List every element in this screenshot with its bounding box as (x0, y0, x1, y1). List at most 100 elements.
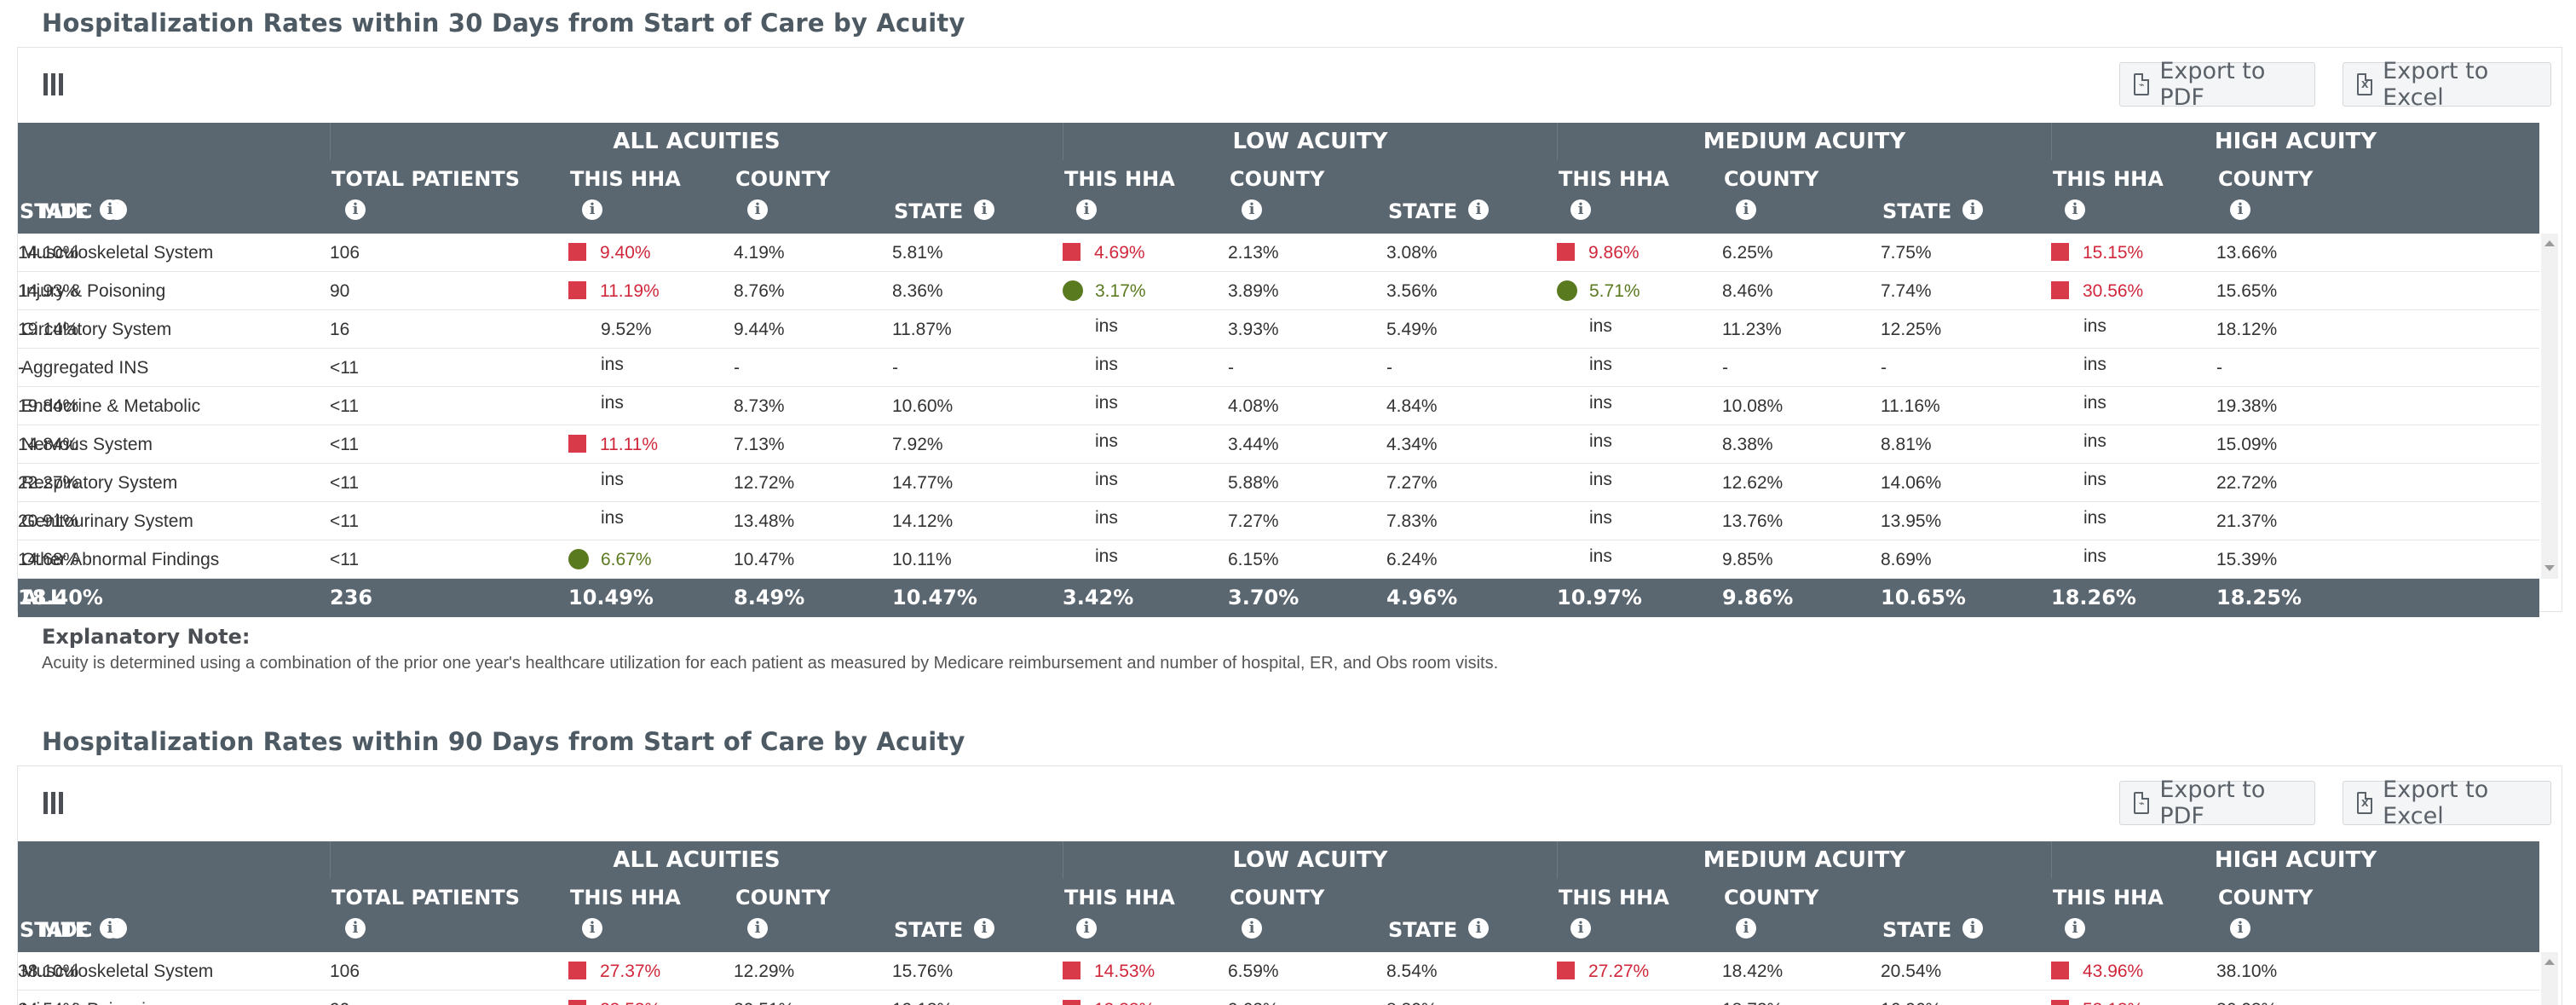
export-excel-button[interactable]: X Export to Excel (2343, 58, 2551, 111)
total-county-cell: 8.49% (734, 586, 805, 609)
this-hha-cell: ins (1589, 460, 1612, 499)
cell-value: 8.46% (1722, 281, 1773, 301)
info-icon[interactable]: i (1468, 199, 1489, 220)
table-row[interactable]: Endocrine & Metabolic <11 ins 8.73% 10.60% in… (18, 387, 2539, 425)
cell-value: 13.33% (1094, 1000, 1155, 1005)
info-icon[interactable]: i (100, 918, 120, 939)
info-icon[interactable]: i (1468, 918, 1489, 939)
cell-value: 6.59% (1228, 962, 1279, 981)
table-header: ALL ACUITIES LOW ACUITY MEDIUM ACUITY HIGH … (18, 841, 2539, 952)
info-icon[interactable]: i (1736, 199, 1756, 220)
cell-value: 14.10% (18, 243, 79, 263)
cell-value: ins (1589, 546, 1612, 566)
county-cell: 9.44% (734, 310, 785, 349)
state-cell: 14.12% (892, 502, 953, 540)
column-header-row: MDC i TOTAL PATIENTS i THIS HHA i COUNTY i STATE… (18, 879, 2539, 952)
info-icon[interactable]: i (2230, 199, 2250, 220)
table-row[interactable]: Respiratory System <11 ins 12.72% 14.77% ins 5… (18, 464, 2539, 502)
info-icon[interactable]: i (582, 199, 602, 220)
table-toolbar: ⌁ Export to PDF X Export to Excel (18, 766, 2562, 841)
cell-value: 6.67% (601, 550, 652, 569)
info-icon[interactable]: i (974, 918, 994, 939)
cell-value: 7.27% (1228, 511, 1279, 531)
table-row[interactable]: Genitourinary System <11 ins 13.48% 14.12% in… (18, 502, 2539, 540)
info-icon[interactable]: i (345, 918, 366, 939)
info-icon[interactable]: i (1076, 918, 1097, 939)
county-cell: 8.46% (1722, 272, 1773, 310)
state-cell: - (1386, 349, 1392, 387)
vertical-scrollbar[interactable] (2541, 952, 2558, 1005)
cell-value: 21.37% (2216, 511, 2278, 531)
info-icon[interactable]: i (1242, 918, 1262, 939)
this-hha-cell: 11.11% (568, 425, 658, 464)
info-icon[interactable]: i (582, 918, 602, 939)
cell-value: 7.75% (1881, 243, 1932, 263)
cell-value: 10.08% (1722, 396, 1784, 416)
total-county-cell: 18.25% (2216, 586, 2302, 609)
info-icon[interactable]: i (1570, 199, 1591, 220)
this-hha-cell: ins (1095, 499, 1118, 537)
info-icon[interactable]: i (1570, 918, 1591, 939)
scroll-up-arrow-icon[interactable] (2544, 240, 2555, 246)
export-pdf-button[interactable]: ⌁ Export to PDF (2119, 777, 2315, 829)
worse-than-benchmark-icon (568, 1000, 586, 1005)
this-hha-cell: ins (1095, 537, 1118, 575)
cell-value: ins (2083, 470, 2106, 489)
info-icon[interactable]: i (974, 199, 994, 220)
vertical-scrollbar[interactable] (2541, 234, 2558, 579)
export-pdf-button[interactable]: ⌁ Export to PDF (2119, 58, 2315, 111)
info-icon[interactable]: i (1962, 199, 1983, 220)
cell-value: 8.30% (1386, 1000, 1438, 1005)
cell-value: ins (2083, 355, 2106, 374)
total-this-hha-cell: 18.26% (2051, 586, 2136, 609)
cell-value: - (1881, 358, 1887, 378)
this-hha-cell: 30.56% (2051, 272, 2143, 310)
scroll-up-arrow-icon[interactable] (2544, 959, 2555, 965)
cell-value: ins (2083, 431, 2106, 451)
info-icon[interactable]: i (1962, 918, 1983, 939)
state-cell: 7.27% (1386, 464, 1438, 502)
state-cell: 19.13% (892, 991, 953, 1005)
cell-value: 4.08% (1228, 396, 1279, 416)
better-than-benchmark-icon (1557, 280, 1577, 301)
total-patients-cell: 16 (330, 320, 350, 339)
table-row[interactable]: Other Abnormal Findings <11 6.67% 10.47% 10.… (18, 540, 2539, 579)
cell-value: ins (1095, 316, 1118, 336)
info-icon[interactable]: i (1242, 199, 1262, 220)
column-chooser-icon[interactable] (43, 73, 64, 95)
state-cell: - (892, 349, 898, 387)
table-row[interactable]: Musculoskeletal System 106 27.37% 12.29% 15.… (18, 952, 2539, 991)
cell-value: 8.69% (1881, 550, 1932, 569)
scroll-down-arrow-icon[interactable] (2544, 565, 2555, 571)
info-icon[interactable]: i (1076, 199, 1097, 220)
cell-value: 19.84% (18, 396, 79, 416)
cell-value: 7.92% (892, 435, 943, 454)
info-icon[interactable]: i (747, 918, 768, 939)
info-icon[interactable]: i (2065, 199, 2085, 220)
cell-value: 5.71% (1589, 281, 1640, 301)
table-row[interactable]: Circulatory System 16 9.52% 9.44% 11.87% ins 3… (18, 310, 2539, 349)
info-icon[interactable]: i (747, 199, 768, 220)
this-hha-cell: ins (601, 499, 624, 537)
county-cell: 36.03% (2216, 991, 2277, 1005)
worse-than-benchmark-icon (568, 243, 586, 261)
table-row[interactable]: Aggregated INS <11 ins - - ins - - ins - - ins - - (18, 349, 2539, 387)
note-title: Explanatory Note: (42, 625, 251, 649)
cell-value: 9.85% (1722, 550, 1773, 569)
this-hha-cell: ins (2083, 384, 2106, 422)
this-hha-cell: 13.33% (1063, 991, 1155, 1005)
info-icon[interactable]: i (100, 199, 120, 220)
table-row[interactable]: Injury & Poisoning 90 11.19% 8.76% 8.36% 3.17… (18, 272, 2539, 310)
export-excel-button[interactable]: X Export to Excel (2343, 777, 2551, 829)
table-row[interactable]: Musculoskeletal System 106 9.40% 4.19% 5.81%… (18, 234, 2539, 272)
column-chooser-icon[interactable] (43, 792, 64, 814)
info-icon[interactable]: i (2065, 918, 2085, 939)
cell-value: 11.19% (600, 281, 660, 301)
table-row[interactable]: Injury & Poisoning 90 23.53% 20.51% 19.13% 13… (18, 991, 2539, 1005)
info-icon[interactable]: i (2230, 918, 2250, 939)
cell-value: 19.14% (18, 320, 79, 339)
info-icon[interactable]: i (1736, 918, 1756, 939)
column-header-label: COUNTY (2218, 886, 2314, 910)
table-row[interactable]: Nervous System <11 11.11% 7.13% 7.92% ins 3.44… (18, 425, 2539, 464)
info-icon[interactable]: i (345, 199, 366, 220)
